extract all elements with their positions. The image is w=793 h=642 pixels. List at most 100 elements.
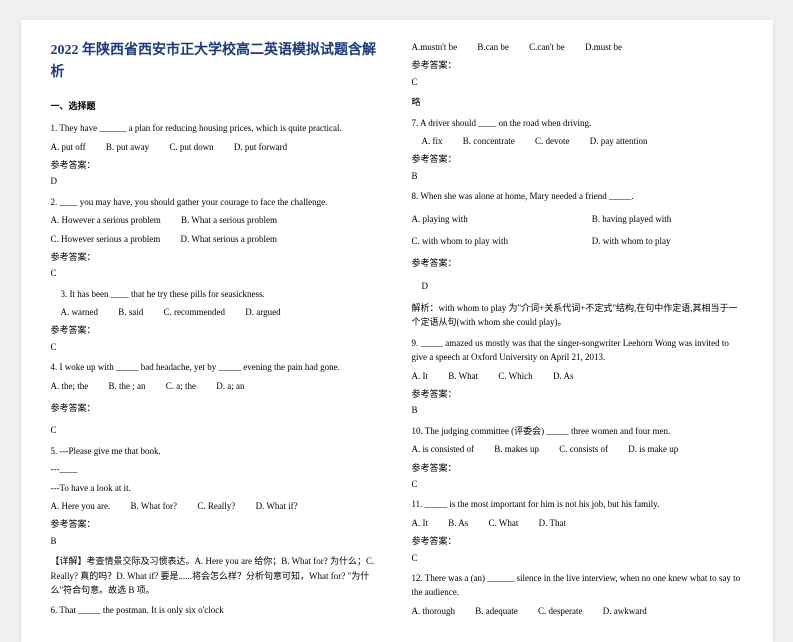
answer-label: 参考答案：: [412, 387, 743, 401]
q7-opt-b: B. concentrate: [463, 134, 515, 148]
q10-opt-c: C. consists of: [559, 442, 608, 456]
q10-opt-a: A. is consisted of: [412, 442, 475, 456]
q5-answer: B: [51, 534, 382, 548]
q5-options: A. Here you are. B. What for? C. Really?…: [51, 499, 382, 513]
page: 2022 年陕西省西安市正大学校高二英语模拟试题含解析 一、选择题 1. The…: [21, 20, 773, 642]
q1-opt-d: D. put forward: [234, 140, 287, 154]
section-heading: 一、选择题: [51, 99, 382, 113]
q6-opt-a: A.mustn't be: [412, 40, 458, 54]
q11-text: 11. _____ is the most important for him …: [412, 497, 743, 511]
q10-answer: C: [412, 477, 743, 491]
q3-opt-a: A. warned: [61, 305, 99, 319]
q6-answer: C: [412, 75, 743, 89]
q12-opt-a: A. thorough: [412, 604, 456, 618]
right-column: A.mustn't be B.can be C.can't be D.must …: [412, 40, 743, 622]
q2-opt-b: B. What a serious problem: [181, 213, 277, 227]
q2-options-row1: A. However a serious problem B. What a s…: [51, 213, 382, 227]
q11-opt-d: D. That: [539, 516, 566, 530]
q6-opt-b: B.can be: [477, 40, 509, 54]
q9-text: 9. _____ amazed us mostly was that the s…: [412, 336, 743, 365]
answer-label: 参考答案：: [51, 158, 382, 172]
q3-opt-b: B. said: [118, 305, 143, 319]
q7-options: A. fix B. concentrate C. devote D. pay a…: [422, 134, 743, 148]
q9-opt-c: C. Which: [498, 369, 532, 383]
q4-options: A. the; the B. the ; an C. a; the D. a; …: [51, 379, 382, 393]
q4-text: 4. I woke up with _____ bad headache, ye…: [51, 360, 382, 374]
q3-options: A. warned B. said C. recommended D. argu…: [61, 305, 382, 319]
q10-options: A. is consisted of B. makes up C. consis…: [412, 442, 743, 456]
answer-label: 参考答案：: [412, 534, 743, 548]
q6-note: 略: [412, 95, 743, 109]
answer-label: 参考答案：: [51, 250, 382, 264]
q10-opt-b: B. makes up: [494, 442, 539, 456]
q3-text: 3. It has been ____ that he try these pi…: [61, 287, 382, 301]
q9-opt-d: D. As: [553, 369, 574, 383]
q8-text: 8. When she was alone at home, Mary need…: [412, 189, 743, 203]
q5-opt-c: C. Really?: [197, 499, 235, 513]
q8-options-row1: A. playing with B. having played with: [412, 212, 743, 226]
q7-opt-a: A. fix: [422, 134, 443, 148]
answer-label: 参考答案：: [51, 323, 382, 337]
q10-opt-d: D. is make up: [628, 442, 678, 456]
q6-opt-c: C.can't be: [529, 40, 565, 54]
q12-opt-d: D. awkward: [603, 604, 647, 618]
q12-opt-c: C. desperate: [538, 604, 582, 618]
q8-answer: D: [422, 279, 743, 293]
q2-opt-a: A. However a serious problem: [51, 213, 161, 227]
q2-answer: C: [51, 266, 382, 280]
q11-opt-b: B. As: [448, 516, 468, 530]
q1-opt-c: C. put down: [169, 140, 213, 154]
q3-answer: C: [51, 340, 382, 354]
left-column: 2022 年陕西省西安市正大学校高二英语模拟试题含解析 一、选择题 1. The…: [51, 40, 382, 622]
q6-text: 6. That _____ the postman. It is only si…: [51, 603, 382, 617]
q1-answer: D: [51, 174, 382, 188]
q3-opt-d: D. argued: [245, 305, 280, 319]
q3-opt-c: C. recommended: [164, 305, 225, 319]
q4-opt-c: C. a; the: [166, 379, 196, 393]
q8-opt-c: C. with whom to play with: [412, 234, 572, 248]
q2-opt-d: D. What serious a problem: [180, 232, 277, 246]
q7-opt-c: C. devote: [535, 134, 570, 148]
q9-options: A. It B. What C. Which D. As: [412, 369, 743, 383]
q11-answer: C: [412, 551, 743, 565]
q8-opt-b: B. having played with: [592, 212, 672, 226]
q12-options: A. thorough B. adequate C. desperate D. …: [412, 604, 743, 618]
q8-options-row2: C. with whom to play with D. with whom t…: [412, 234, 743, 248]
q4-opt-a: A. the; the: [51, 379, 89, 393]
answer-label: 参考答案：: [51, 517, 382, 531]
q5-line2: ---____: [51, 462, 382, 476]
q5-line3: ---To have a look at it.: [51, 481, 382, 495]
q11-opt-a: A. It: [412, 516, 429, 530]
q11-opt-c: C. What: [489, 516, 519, 530]
answer-label: 参考答案：: [412, 256, 743, 270]
q1-opt-b: B. put away: [106, 140, 149, 154]
q10-text: 10. The judging committee (评委会) _____ th…: [412, 424, 743, 438]
answer-label: 参考答案：: [412, 152, 743, 166]
answer-label: 参考答案：: [51, 401, 382, 415]
q7-opt-d: D. pay attention: [590, 134, 648, 148]
q6-opt-d: D.must be: [585, 40, 622, 54]
q11-options: A. It B. As C. What D. That: [412, 516, 743, 530]
q9-answer: B: [412, 403, 743, 417]
q4-answer: C: [51, 423, 382, 437]
q6-options: A.mustn't be B.can be C.can't be D.must …: [412, 40, 743, 54]
q2-opt-c: C. However serious a problem: [51, 232, 161, 246]
q12-text: 12. There was a (an) ______ silence in t…: [412, 571, 743, 600]
q4-opt-d: D. a; an: [216, 379, 244, 393]
q5-opt-a: A. Here you are.: [51, 499, 111, 513]
q12-opt-b: B. adequate: [475, 604, 517, 618]
q9-opt-b: B. What: [448, 369, 478, 383]
q4-opt-b: B. the ; an: [109, 379, 146, 393]
q1-opt-a: A. put off: [51, 140, 86, 154]
q8-explanation: 解析：with whom to play 为"介词+关系代词+不定式"结构,在句…: [412, 301, 743, 330]
answer-label: 参考答案：: [412, 461, 743, 475]
q2-text: 2. ____ you may have, you should gather …: [51, 195, 382, 209]
q5-opt-d: D. What if?: [256, 499, 298, 513]
q1-options: A. put off B. put away C. put down D. pu…: [51, 140, 382, 154]
q8-opt-d: D. with whom to play: [592, 234, 671, 248]
document-title: 2022 年陕西省西安市正大学校高二英语模拟试题含解析: [51, 40, 382, 85]
q2-options-row2: C. However serious a problem D. What ser…: [51, 232, 382, 246]
answer-label: 参考答案：: [412, 58, 743, 72]
q7-answer: B: [412, 169, 743, 183]
q1-text: 1. They have ______ a plan for reducing …: [51, 121, 382, 135]
